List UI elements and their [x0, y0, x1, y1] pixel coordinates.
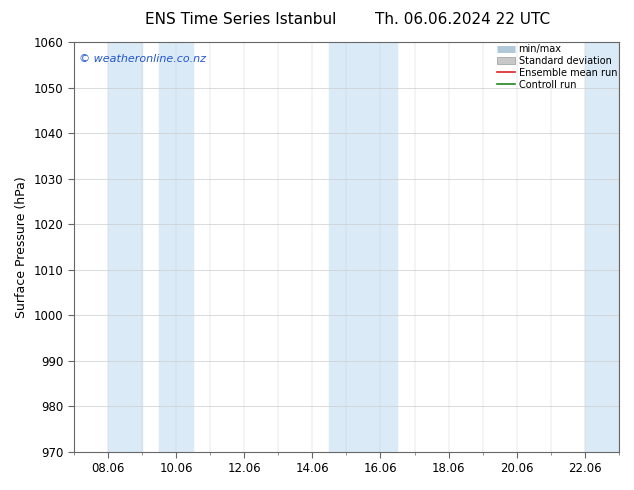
Bar	[329, 42, 363, 452]
Y-axis label: Surface Pressure (hPa): Surface Pressure (hPa)	[15, 176, 28, 318]
Bar	[585, 42, 619, 452]
Text: ENS Time Series Istanbul: ENS Time Series Istanbul	[145, 12, 337, 27]
Bar	[108, 42, 142, 452]
Bar	[363, 42, 398, 452]
Text: © weatheronline.co.nz: © weatheronline.co.nz	[79, 54, 206, 64]
Bar	[159, 42, 193, 452]
Legend: min/max, Standard deviation, Ensemble mean run, Controll run: min/max, Standard deviation, Ensemble me…	[495, 42, 619, 92]
Text: Th. 06.06.2024 22 UTC: Th. 06.06.2024 22 UTC	[375, 12, 550, 27]
